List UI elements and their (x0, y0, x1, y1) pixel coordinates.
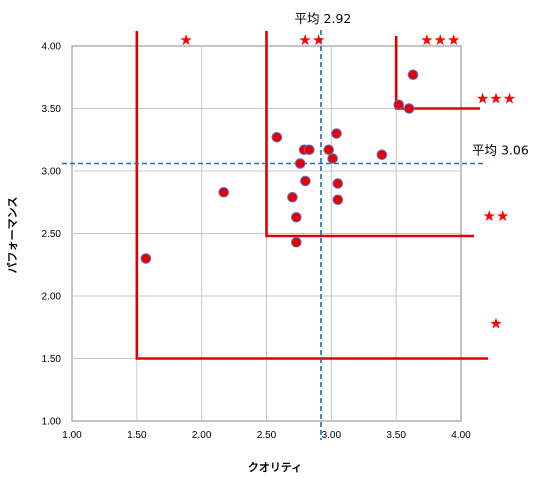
x-tick-label: 3.50 (386, 430, 406, 441)
zone-boundary-1 (135, 31, 488, 360)
data-point (376, 149, 388, 161)
y-tick-label: 3.00 (42, 167, 62, 178)
y-tick-labels: 1.00 1.50 2.00 2.50 3.00 3.50 4.00 (42, 42, 62, 428)
data-point (300, 175, 311, 187)
y-tick-label: 4.00 (42, 42, 62, 53)
data-point (393, 99, 405, 111)
x-tick-label: 2.50 (257, 430, 277, 441)
data-point (332, 178, 344, 189)
star-labels: ★ ★★ ★★★★★★★★★ (179, 31, 516, 333)
star-label-performance: ★★ (483, 207, 510, 225)
y-tick-label: 1.00 (42, 417, 62, 428)
y-tick-label: 2.50 (42, 229, 62, 240)
data-point (407, 69, 419, 81)
y-tick-label: 1.50 (42, 354, 62, 365)
data-point (323, 144, 335, 156)
x-tick-label: 1.00 (62, 430, 82, 441)
star-label-quality: ★★★ (420, 31, 460, 49)
data-point (327, 153, 338, 164)
data-points (140, 69, 419, 264)
average-lines: 平均 2.92 平均 3.06 (62, 11, 529, 440)
data-point (294, 158, 306, 169)
x-tick-label: 1.50 (127, 430, 147, 441)
data-point (332, 194, 344, 206)
data-point (218, 186, 230, 198)
star-label-quality: ★ (179, 31, 192, 49)
average-y-label: 平均 3.06 (472, 143, 529, 158)
x-tick-label: 4.00 (451, 430, 471, 441)
data-point (140, 253, 152, 264)
x-tick-labels: 1.00 1.50 2.00 2.50 3.00 3.50 4.00 (62, 430, 471, 441)
data-point (403, 103, 415, 114)
data-point (287, 191, 298, 203)
data-point (303, 144, 315, 156)
x-tick-label: 2.00 (192, 430, 212, 441)
y-axis-title: パフォーマンス (6, 197, 19, 274)
y-tick-label: 3.50 (42, 104, 62, 115)
zone-boundary-2 (265, 31, 474, 238)
data-point (271, 131, 283, 143)
x-axis-title: クオリティ (248, 461, 302, 474)
y-tick-label: 2.00 (42, 292, 62, 303)
data-point (331, 128, 342, 139)
star-label-quality: ★★ (298, 31, 325, 49)
average-x-label: 平均 2.92 (295, 11, 352, 26)
star-label-performance: ★ (489, 315, 502, 333)
data-point (291, 236, 302, 248)
x-tick-label: 3.00 (322, 430, 342, 441)
star-label-performance: ★★★ (476, 90, 516, 108)
data-point (291, 211, 302, 223)
